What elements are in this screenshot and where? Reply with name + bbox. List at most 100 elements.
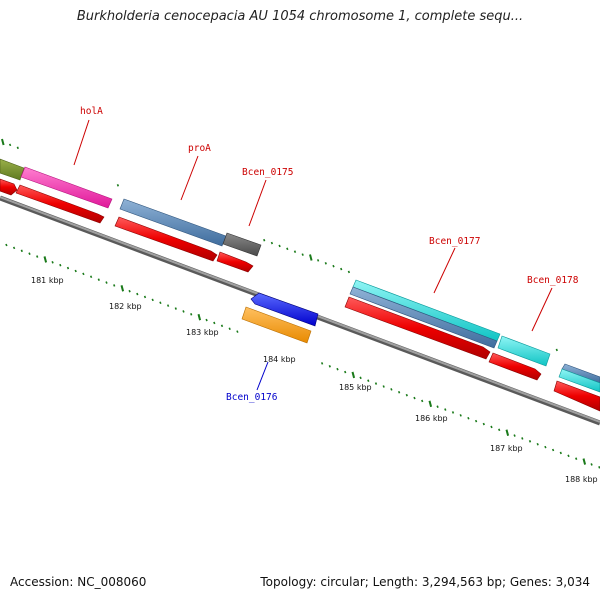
minor-tick (451, 411, 455, 414)
map-title: Burkholderia cenocepacia AU 1054 chromos… (76, 9, 524, 24)
tick-row-upper (1, 138, 558, 352)
kbp-label: 182 kbp (109, 302, 142, 311)
gene-feature-red (553, 380, 600, 412)
gene-feature-steel (561, 363, 600, 384)
gene-feature-steel (349, 286, 498, 349)
minor-tick (263, 238, 266, 242)
minor-tick (105, 281, 108, 284)
gene-feature-red (488, 352, 542, 381)
minor-tick (444, 408, 447, 411)
major-tick (197, 313, 202, 321)
major-tick (428, 400, 433, 408)
minor-tick (316, 259, 320, 262)
minor-tick (482, 422, 485, 426)
minor-tick (513, 434, 516, 437)
minor-tick (36, 255, 39, 258)
major-tick (582, 458, 587, 465)
minor-tick (390, 388, 393, 391)
minor-tick (567, 454, 570, 458)
minor-tick (51, 261, 54, 264)
minor-tick (205, 318, 208, 322)
minor-tick (166, 304, 170, 307)
kbp-label: 183 kbp (186, 328, 219, 337)
minor-tick (236, 330, 239, 333)
gene-feature-grey (222, 232, 262, 257)
gene-feature-red (0, 178, 18, 196)
minor-tick (116, 184, 120, 187)
minor-tick (270, 241, 274, 245)
minor-tick (528, 440, 532, 443)
major-tick (309, 254, 313, 261)
minor-tick (328, 364, 331, 368)
gene-label-bcen-0178[interactable]: Bcen_0178 (527, 275, 579, 286)
minor-tick (20, 249, 23, 253)
minor-tick (590, 463, 593, 466)
minor-tick (521, 437, 524, 440)
minor-tick (12, 246, 16, 250)
minor-tick (336, 367, 339, 371)
major-tick (43, 256, 48, 263)
minor-tick (16, 146, 19, 150)
minor-tick (97, 278, 100, 281)
minor-tick (474, 419, 478, 423)
minor-tick (301, 253, 304, 256)
minor-tick (320, 362, 324, 365)
minor-tick (159, 301, 162, 305)
minor-tick (89, 275, 93, 279)
minor-tick (113, 284, 116, 287)
minor-tick (182, 310, 185, 313)
minor-tick (340, 267, 343, 271)
minor-tick (220, 324, 224, 328)
minor-tick (82, 272, 85, 276)
kbp-label: 181 kbp (31, 276, 64, 285)
minor-tick (174, 307, 177, 310)
gene-feature-steel (119, 198, 227, 247)
major-tick (505, 429, 510, 436)
minor-tick (536, 442, 539, 446)
minor-tick (575, 457, 578, 460)
minor-tick (151, 298, 154, 302)
gene-feature-cyan (497, 335, 551, 367)
minor-tick (467, 416, 470, 420)
minor-tick (421, 399, 424, 403)
gene-feature-red (15, 184, 105, 224)
gene-leader-lines (73, 119, 553, 391)
topology-text: Topology: circular; Length: 3,294,563 bp… (260, 575, 590, 589)
gene-feature-red (216, 251, 254, 273)
minor-tick (332, 264, 335, 268)
minor-tick (28, 252, 31, 255)
minor-tick (66, 266, 70, 270)
minor-tick (5, 243, 8, 247)
minor-tick (8, 143, 12, 147)
minor-tick (128, 289, 131, 293)
gene-feature-red (344, 296, 491, 360)
gene-label-proa[interactable]: proA (188, 143, 211, 154)
minor-tick (382, 385, 385, 388)
minor-tick (490, 425, 493, 429)
minor-tick (559, 451, 562, 455)
gene-label-bcen-0175[interactable]: Bcen_0175 (242, 167, 293, 178)
kbp-label: 187 kbp (490, 444, 523, 453)
kbp-label: 184 kbp (263, 355, 296, 364)
minor-tick (555, 348, 558, 352)
gene-feature-blue (250, 292, 319, 327)
kbp-label: 186 kbp (415, 414, 448, 423)
minor-tick (344, 370, 347, 374)
gene-label-hola[interactable]: holA (80, 106, 103, 117)
minor-tick (293, 250, 297, 254)
minor-tick (413, 396, 416, 400)
minor-tick (359, 376, 362, 380)
gene-label-bcen-0176[interactable]: Bcen_0176 (226, 392, 278, 403)
minor-tick (213, 321, 216, 325)
minor-tick (436, 405, 439, 408)
minor-tick (286, 247, 289, 251)
tick-row-lower (5, 243, 600, 469)
minor-tick (59, 263, 62, 267)
major-tick (120, 285, 125, 292)
minor-tick (278, 244, 281, 248)
gene-label-bcen-0177[interactable]: Bcen_0177 (429, 236, 480, 247)
minor-tick (347, 270, 351, 274)
minor-tick (228, 327, 231, 331)
minor-tick (190, 313, 193, 316)
minor-tick (367, 379, 370, 383)
